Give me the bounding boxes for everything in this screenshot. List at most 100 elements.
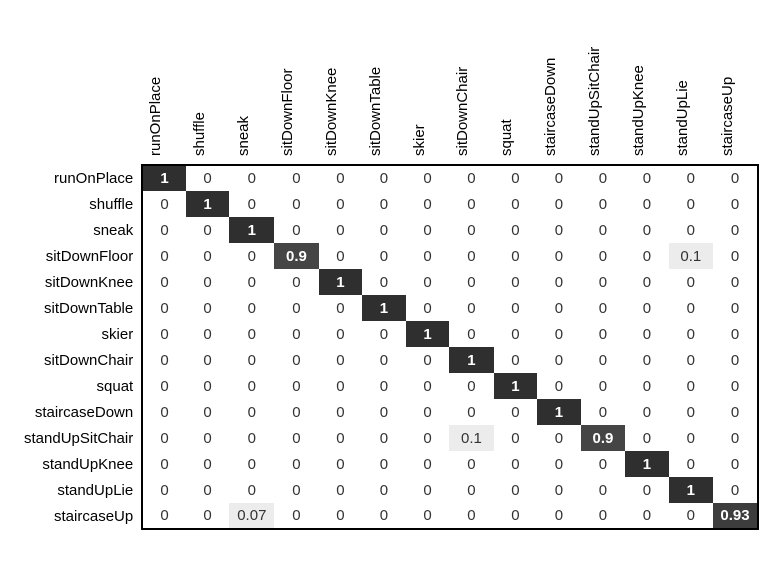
matrix-cell-value: 0 <box>581 482 625 499</box>
matrix-cell-value: 0 <box>143 378 186 395</box>
matrix-cell: 0 <box>537 269 581 295</box>
matrix-cell: 0 <box>537 295 581 321</box>
matrix-cell: 0 <box>625 191 669 217</box>
matrix-cell: 0 <box>537 243 581 269</box>
matrix-cell-value: 0 <box>186 404 230 421</box>
matrix-cell-value: 0 <box>449 300 493 317</box>
matrix-cell-value: 0 <box>274 482 318 499</box>
matrix-cell-value: 0 <box>319 378 363 395</box>
matrix-cell: 0 <box>229 373 274 399</box>
matrix-cell: 0 <box>494 347 538 373</box>
matrix-cell: 0 <box>186 451 230 477</box>
matrix-cell-value: 0 <box>537 430 581 447</box>
matrix-cell-value: 0 <box>581 326 625 343</box>
matrix-cell-value: 0 <box>229 248 274 265</box>
matrix-cell-value: 0 <box>362 326 406 343</box>
matrix-cell-value: 0 <box>449 248 493 265</box>
matrix-cell: 1 <box>229 217 274 243</box>
matrix-cell-value: 0 <box>186 378 230 395</box>
matrix-cell-value: 0 <box>406 222 450 239</box>
matrix-cell-value: 0 <box>537 352 581 369</box>
matrix-cell: 0 <box>537 451 581 477</box>
matrix-cell: 0 <box>449 451 493 477</box>
matrix-cell-value: 0 <box>143 482 186 499</box>
matrix-cell: 0 <box>625 269 669 295</box>
matrix-cell: 1 <box>494 373 538 399</box>
matrix-cell-value: 0 <box>143 507 186 524</box>
col-header: runOnPlace <box>142 20 186 165</box>
matrix-cell-value: 0 <box>494 222 538 239</box>
col-header: sitDownKnee <box>319 20 363 165</box>
matrix-cell: 0 <box>713 451 758 477</box>
row-header-label: sitDownChair <box>44 352 133 369</box>
matrix-cell: 0 <box>274 321 318 347</box>
matrix-cell-value: 0 <box>625 222 669 239</box>
matrix-cell: 0 <box>625 165 669 191</box>
matrix-cell: 1 <box>449 347 493 373</box>
matrix-cell: 0 <box>625 321 669 347</box>
matrix-cell: 0 <box>186 243 230 269</box>
matrix-cell: 0 <box>581 373 625 399</box>
matrix-cell: 1 <box>319 269 363 295</box>
matrix-cell-value: 0 <box>494 274 538 291</box>
matrix-cell: 1 <box>406 321 450 347</box>
matrix-cell-value: 0 <box>581 222 625 239</box>
matrix-cell-value: 0 <box>625 352 669 369</box>
matrix-cell-value: 0 <box>669 326 713 343</box>
matrix-cell-value: 0 <box>274 430 318 447</box>
matrix-cell: 0 <box>362 425 406 451</box>
matrix-cell: 0 <box>406 503 450 529</box>
matrix-cell-value: 0 <box>449 196 493 213</box>
row-header-label: sitDownKnee <box>45 274 133 291</box>
matrix-cell: 0 <box>229 347 274 373</box>
matrix-cell: 0 <box>625 347 669 373</box>
matrix-cell-value: 1 <box>186 196 230 213</box>
matrix-cell-value: 0 <box>319 248 363 265</box>
matrix-cell-value: 0 <box>713 326 757 343</box>
matrix-cell-value: 0 <box>537 222 581 239</box>
row-header-label: runOnPlace <box>54 170 133 187</box>
matrix-cell: 0 <box>319 425 363 451</box>
matrix-cell: 0 <box>362 399 406 425</box>
matrix-cell-value: 0 <box>143 456 186 473</box>
col-header: standUpSitChair <box>581 20 625 165</box>
row-header-label: standUpLie <box>57 482 133 499</box>
matrix-cell: 0 <box>449 269 493 295</box>
row-header: sneak <box>20 217 142 243</box>
matrix-cell: 0 <box>406 295 450 321</box>
matrix-cell-value: 0 <box>581 196 625 213</box>
row-header: standUpKnee <box>20 451 142 477</box>
matrix-cell: 0 <box>669 269 713 295</box>
matrix-cell-value: 0 <box>229 274 274 291</box>
matrix-cell-value: 0 <box>537 274 581 291</box>
matrix-cell: 0 <box>319 399 363 425</box>
matrix-cell: 0 <box>625 503 669 529</box>
matrix-cell: 0 <box>625 373 669 399</box>
row-header-label: shuffle <box>89 196 133 213</box>
matrix-cell-value: 0.1 <box>449 430 493 447</box>
matrix-cell: 0.9 <box>274 243 318 269</box>
matrix-cell: 0 <box>494 399 538 425</box>
col-header-label: shuffle <box>191 112 208 156</box>
matrix-cell-value: 0 <box>362 222 406 239</box>
matrix-cell: 0 <box>581 217 625 243</box>
matrix-cell: 0 <box>669 165 713 191</box>
matrix-cell-value: 0 <box>669 378 713 395</box>
matrix-cell-value: 0 <box>713 404 757 421</box>
matrix-cell: 0 <box>186 321 230 347</box>
col-header-label: sitDownTable <box>367 67 384 156</box>
matrix-cell: 0 <box>229 477 274 503</box>
matrix-cell-value: 0 <box>494 352 538 369</box>
matrix-cell-value: 0 <box>581 248 625 265</box>
matrix-cell: 0 <box>274 503 318 529</box>
matrix-cell-value: 0 <box>229 378 274 395</box>
matrix-cell-value: 0 <box>319 170 363 187</box>
matrix-cell: 0 <box>494 477 538 503</box>
matrix-cell: 0 <box>625 477 669 503</box>
matrix-cell-value: 0 <box>449 404 493 421</box>
matrix-cell: 0 <box>581 399 625 425</box>
matrix-cell-value: 0 <box>362 430 406 447</box>
matrix-cell-value: 0 <box>186 430 230 447</box>
matrix-cell-value: 0 <box>713 456 757 473</box>
matrix-cell: 1 <box>142 165 186 191</box>
